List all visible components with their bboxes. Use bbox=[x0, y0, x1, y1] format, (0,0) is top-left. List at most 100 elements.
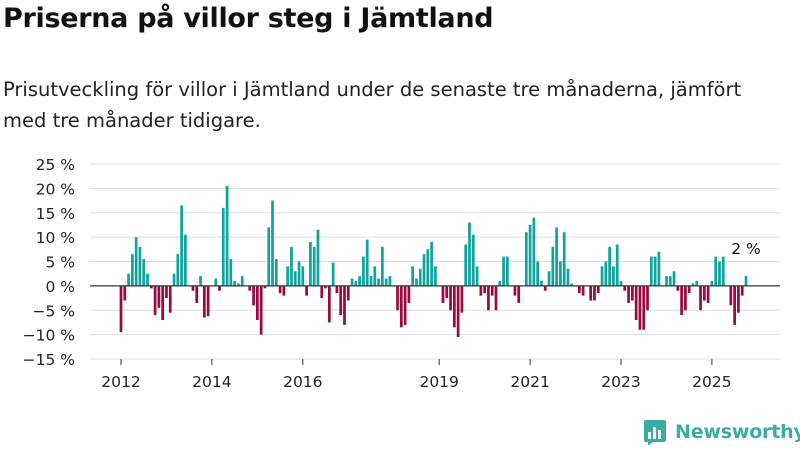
y-axis-tick-labels: 25 % 20 % 15 % 10 % 5 % 0 % −5 % −10 % −15 % bbox=[23, 156, 75, 369]
bar bbox=[547, 271, 551, 286]
bar bbox=[286, 266, 290, 286]
bar bbox=[737, 285, 740, 313]
bar bbox=[464, 244, 468, 286]
bar bbox=[676, 285, 680, 291]
bar bbox=[680, 285, 683, 316]
bar bbox=[638, 285, 642, 330]
last-value-annotation: 2 % bbox=[731, 240, 761, 258]
bar bbox=[134, 237, 138, 286]
x-tick-label: 2021 bbox=[510, 373, 549, 391]
bar bbox=[168, 285, 172, 313]
bar bbox=[335, 285, 339, 294]
x-axis-ticks: 2012 2014 2016 2019 2021 2023 2025 bbox=[101, 359, 732, 391]
bar bbox=[365, 239, 369, 286]
bar bbox=[721, 256, 725, 286]
bar bbox=[441, 285, 445, 303]
bar bbox=[490, 285, 494, 296]
page-title: Priserna på villor steg i Jämtland bbox=[3, 3, 494, 34]
bar bbox=[581, 285, 585, 296]
bar bbox=[388, 276, 392, 286]
bar bbox=[532, 217, 536, 286]
bar bbox=[729, 285, 733, 306]
bar bbox=[123, 285, 127, 301]
x-tick-label: 2025 bbox=[692, 373, 731, 391]
bar bbox=[452, 285, 456, 328]
bar bbox=[301, 266, 305, 286]
bar bbox=[449, 285, 452, 311]
bar bbox=[369, 276, 373, 286]
chart-bars bbox=[119, 185, 748, 338]
bar bbox=[600, 266, 604, 286]
bar bbox=[434, 266, 437, 286]
bar bbox=[430, 242, 433, 286]
x-tick-label: 2019 bbox=[419, 373, 458, 391]
bar bbox=[278, 285, 282, 294]
bar bbox=[702, 285, 706, 301]
bar bbox=[524, 232, 528, 286]
bar bbox=[710, 281, 714, 286]
bar bbox=[744, 276, 748, 286]
bar bbox=[131, 254, 134, 286]
bar bbox=[267, 227, 271, 286]
bar bbox=[119, 285, 123, 333]
bar bbox=[256, 285, 259, 321]
x-tick-label: 2012 bbox=[101, 373, 140, 391]
bar bbox=[619, 281, 623, 286]
bar bbox=[377, 278, 380, 286]
bar bbox=[184, 234, 187, 286]
y-tick-label: 25 % bbox=[36, 156, 75, 174]
bar bbox=[551, 246, 555, 286]
bar bbox=[623, 285, 627, 291]
chart-subtitle: Prisutveckling för villor i Jämtland und… bbox=[3, 78, 742, 132]
bar bbox=[665, 276, 668, 286]
bar bbox=[305, 285, 308, 296]
bar bbox=[706, 285, 710, 303]
bar bbox=[426, 249, 430, 286]
bar bbox=[248, 285, 252, 291]
bar bbox=[327, 285, 331, 323]
bar bbox=[634, 285, 638, 321]
bar bbox=[589, 285, 593, 301]
bar bbox=[127, 273, 130, 286]
bar bbox=[339, 285, 343, 316]
bar bbox=[157, 285, 161, 308]
bar bbox=[350, 278, 354, 286]
y-tick-label: 5 % bbox=[45, 254, 75, 272]
bar bbox=[422, 254, 426, 286]
bar bbox=[165, 285, 168, 299]
bar bbox=[740, 285, 744, 296]
bar bbox=[646, 285, 649, 311]
bar bbox=[608, 246, 611, 286]
bar bbox=[566, 268, 570, 286]
bar bbox=[536, 261, 540, 286]
y-tick-label: −5 % bbox=[32, 302, 75, 320]
bar bbox=[297, 261, 301, 286]
bar bbox=[362, 256, 365, 286]
bar bbox=[604, 261, 608, 286]
bar bbox=[214, 278, 218, 286]
bar bbox=[309, 242, 312, 286]
bar bbox=[528, 224, 532, 286]
bar bbox=[642, 285, 646, 330]
bar bbox=[415, 278, 418, 286]
bar bbox=[445, 285, 449, 299]
bar bbox=[407, 285, 411, 303]
y-tick-label: 20 % bbox=[36, 180, 75, 198]
bar bbox=[460, 285, 464, 313]
bar bbox=[316, 229, 320, 286]
bar bbox=[259, 285, 263, 335]
bar bbox=[354, 281, 358, 286]
bar bbox=[418, 268, 422, 286]
bar bbox=[615, 244, 619, 286]
bar bbox=[468, 222, 471, 286]
bar bbox=[172, 273, 176, 286]
bar bbox=[596, 285, 600, 294]
bar bbox=[399, 285, 403, 328]
bar bbox=[627, 285, 630, 303]
bar bbox=[320, 285, 324, 299]
bar bbox=[343, 285, 346, 325]
bar bbox=[498, 281, 502, 286]
bar bbox=[381, 246, 384, 286]
bar bbox=[149, 285, 153, 289]
brand-name: Newsworthy bbox=[675, 421, 800, 443]
